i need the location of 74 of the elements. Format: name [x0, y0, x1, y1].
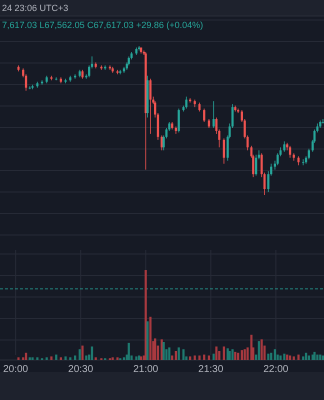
bar [74, 356, 76, 360]
candlestick [160, 135, 163, 151]
bar [246, 347, 249, 360]
bar [308, 356, 310, 360]
x-tick-label: 20:00 [3, 364, 29, 375]
bar [288, 356, 292, 360]
bar [149, 316, 152, 360]
bar [240, 350, 243, 360]
bar [312, 354, 314, 360]
candlestick [308, 148, 310, 160]
bar [215, 346, 218, 360]
bar [228, 351, 231, 360]
bar [208, 356, 210, 360]
bar [171, 356, 174, 360]
candlestick [288, 145, 292, 158]
bar [55, 354, 58, 360]
bar [162, 342, 165, 360]
bar [69, 357, 72, 360]
bar [244, 349, 246, 360]
bar [194, 356, 196, 360]
bar [112, 357, 114, 360]
candlestick [322, 118, 324, 124]
bar [286, 354, 288, 360]
bar [322, 356, 324, 360]
bar [46, 357, 48, 360]
x-tick-label: 21:00 [133, 364, 159, 375]
bar [178, 347, 180, 360]
bar [274, 349, 276, 360]
text: 24 23:06 UTC+3 [2, 3, 68, 13]
bar [168, 347, 170, 360]
bar [28, 357, 31, 360]
bar [231, 349, 234, 360]
bar [222, 346, 226, 360]
candlestick [178, 108, 180, 133]
bar [146, 321, 149, 360]
bar [270, 352, 272, 360]
bar [78, 349, 81, 360]
x-tick-label: 22:00 [263, 364, 289, 375]
bar [226, 348, 229, 360]
bar [203, 354, 206, 360]
bar [297, 354, 300, 360]
bar [85, 356, 88, 360]
x-tick-label: 21:30 [198, 364, 224, 375]
candlestick [212, 100, 215, 128]
bar [267, 354, 270, 360]
bar [198, 356, 201, 360]
bar [22, 357, 24, 360]
bar [234, 352, 236, 360]
bar [260, 339, 263, 360]
x-tick-label: 20:30 [68, 364, 94, 375]
bar [128, 342, 130, 360]
bar [279, 356, 282, 360]
bar [316, 354, 318, 360]
candlestick [283, 140, 286, 152]
bar [182, 349, 185, 360]
bar [174, 351, 178, 360]
candlestick [185, 96, 188, 109]
bar [319, 354, 322, 360]
bar [36, 357, 38, 360]
bar [160, 339, 163, 360]
bar [292, 356, 295, 360]
bar [154, 338, 156, 360]
candlestick [203, 108, 206, 122]
bar [212, 354, 215, 360]
bar [81, 346, 84, 360]
candlestick [222, 138, 226, 164]
bar [258, 341, 260, 360]
bar [302, 356, 304, 360]
bar [313, 352, 316, 360]
bar [144, 270, 147, 360]
text: 7,617.03 L67,562.05 C67,617.03 +29.86 (+0.04%) [2, 20, 204, 30]
bar [90, 346, 94, 360]
bar [94, 357, 97, 360]
bar [283, 354, 286, 360]
